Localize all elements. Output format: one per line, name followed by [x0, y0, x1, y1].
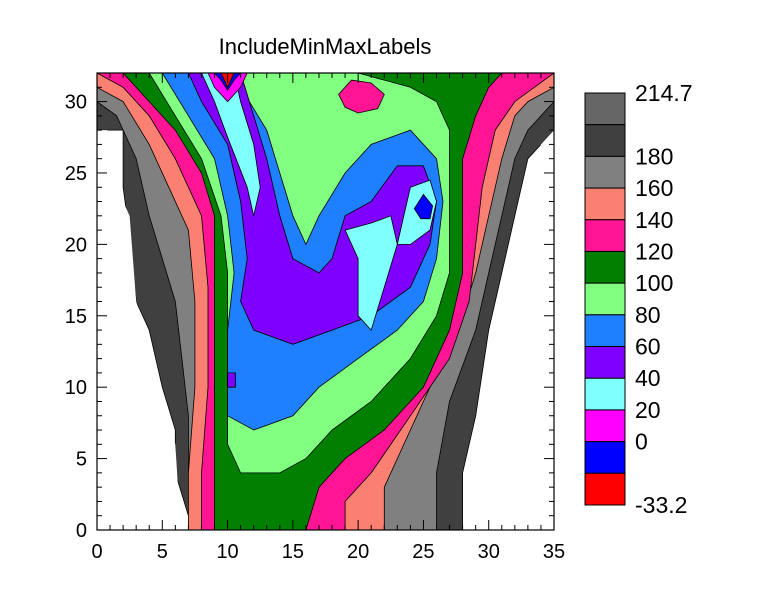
colorbar-label: 160: [635, 175, 673, 201]
contour-small-patch: [227, 372, 236, 388]
contour-top-blob: [338, 79, 385, 114]
missing-data-region-1: [462, 130, 554, 530]
y-tick-label: 25: [65, 163, 87, 185]
missing-data-region-0: [97, 130, 189, 530]
colorbar-label: 100: [635, 270, 673, 296]
plot-area: [97, 73, 554, 530]
colorbar-label: 60: [635, 334, 661, 360]
colorbar-swatch: [584, 472, 626, 506]
colorbar-swatch: [584, 282, 626, 316]
x-tick-label: 15: [282, 541, 304, 563]
colorbar-label: 140: [635, 207, 673, 233]
colorbar-swatch: [584, 187, 626, 221]
x-tick-label: 5: [157, 541, 168, 563]
y-tick-label: 5: [76, 449, 87, 471]
colorbar-label: 40: [635, 365, 661, 391]
colorbar-swatch: [584, 409, 626, 443]
colorbar-swatch: [584, 92, 626, 126]
contour-fills: [97, 73, 554, 530]
colorbar-label: 180: [635, 143, 673, 169]
y-tick-label: 30: [65, 92, 87, 114]
colorbar-label: 80: [635, 302, 661, 328]
colorbar-swatch: [584, 250, 626, 284]
colorbar-label: 0: [635, 429, 648, 455]
colorbar-label: 120: [635, 238, 673, 264]
colorbar-swatch: [584, 124, 626, 157]
colorbar: 214.7 180 160 140 120 100 80 60 40 20 0 -33.2: [584, 80, 693, 518]
x-tick-label: 20: [347, 541, 369, 563]
contour-min-right: [413, 193, 434, 220]
colorbar-label: -33.2: [635, 492, 687, 518]
colorbar-swatch: [584, 377, 626, 411]
colorbar-label: 20: [635, 397, 661, 423]
x-tick-label: 35: [543, 541, 565, 563]
x-axis: 0 5 10 15 20 25 30 35: [91, 73, 565, 563]
y-tick-label: 15: [65, 306, 87, 328]
colorbar-label: 214.7: [635, 80, 693, 106]
x-tick-label: 30: [478, 541, 500, 563]
x-tick-label: 0: [91, 541, 102, 563]
colorbar-swatch: [584, 219, 626, 252]
chart-title: IncludeMinMaxLabels: [219, 34, 432, 59]
y-axis: 0 5 10 15 20 25 30: [65, 72, 554, 542]
colorbar-swatch: [584, 155, 626, 189]
colorbar-swatch: [584, 314, 626, 348]
contour-cyan-center: [344, 179, 437, 331]
x-tick-label: 25: [412, 541, 434, 563]
x-tick-label: 10: [216, 541, 238, 563]
y-tick-label: 10: [65, 377, 87, 399]
y-tick-label: 0: [76, 520, 87, 542]
colorbar-swatch: [584, 441, 626, 474]
y-tick-label: 20: [65, 234, 87, 256]
colorbar-swatch: [584, 346, 626, 379]
